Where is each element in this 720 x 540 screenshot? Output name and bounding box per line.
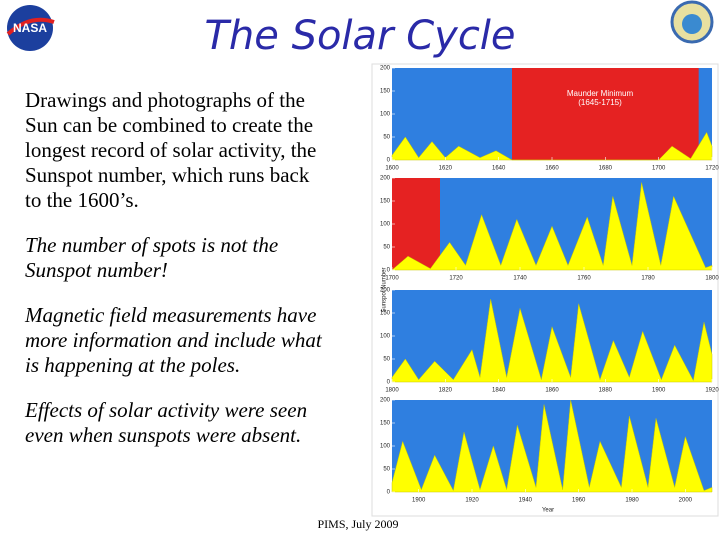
- x-axis-label: Year: [542, 508, 554, 514]
- y-axis-label: Sunspot Number: [382, 267, 388, 312]
- logo-text: NASA: [13, 21, 47, 35]
- y-tick-label: 50: [383, 245, 390, 251]
- paragraph-line: Sunspot number, which runs back: [25, 163, 310, 187]
- paragraph-line: Magnetic field measurements have: [24, 303, 316, 327]
- paragraph-line: even when sunspots were absent.: [25, 423, 301, 447]
- annotation: Maunder Minimum: [567, 89, 634, 98]
- x-tick-label: 1760: [577, 276, 591, 282]
- paragraph-line: more information and include what: [25, 328, 323, 352]
- x-tick-label: 1880: [599, 388, 613, 394]
- x-tick-label: 1940: [519, 498, 533, 504]
- slide-title: The Solar Cycle: [204, 13, 515, 59]
- logo-earth: [682, 14, 702, 34]
- x-tick-label: 1800: [385, 388, 399, 394]
- y-tick-label: 200: [380, 288, 391, 294]
- paragraph-line: Sunspot number!: [25, 258, 168, 282]
- y-tick-label: 200: [380, 398, 391, 404]
- y-tick-label: 0: [387, 490, 391, 496]
- x-tick-label: 1680: [599, 166, 613, 172]
- x-tick-label: 1820: [439, 388, 453, 394]
- x-tick-label: 2000: [679, 498, 693, 504]
- x-tick-label: 1660: [545, 166, 559, 172]
- footer: PIMS, July 2009: [317, 517, 398, 531]
- y-tick-label: 150: [380, 421, 391, 427]
- y-tick-label: 100: [380, 112, 391, 118]
- x-tick-label: 1840: [492, 388, 506, 394]
- y-tick-label: 100: [380, 334, 391, 340]
- x-tick-label: 1700: [652, 166, 666, 172]
- x-tick-label: 1900: [412, 498, 426, 504]
- paragraph-line: is happening at the poles.: [25, 353, 240, 377]
- x-tick-label: 1780: [641, 276, 655, 282]
- paragraph-line: Effects of solar activity were seen: [24, 398, 307, 422]
- paragraph-line: longest record of solar activity, the: [25, 138, 316, 162]
- y-tick-label: 150: [380, 311, 391, 317]
- x-tick-label: 1920: [465, 498, 479, 504]
- sunspot-area: [391, 399, 713, 493]
- x-tick-label: 1740: [513, 276, 527, 282]
- y-tick-label: 0: [387, 268, 391, 274]
- y-tick-label: 100: [380, 444, 391, 450]
- red-span: [512, 68, 699, 160]
- x-tick-label: 1620: [439, 166, 453, 172]
- sunspot-area: [391, 182, 713, 271]
- x-tick-label: 1640: [492, 166, 506, 172]
- y-tick-label: 0: [387, 380, 391, 386]
- x-tick-label: 1860: [545, 388, 559, 394]
- y-tick-label: 150: [380, 199, 391, 205]
- logo-swoosh: [6, 17, 55, 36]
- paragraph-line: The number of spots is not the: [25, 233, 278, 257]
- x-tick-label: 1900: [652, 388, 666, 394]
- x-tick-label: 1720: [449, 276, 463, 282]
- sunspot-area: [391, 131, 713, 161]
- y-tick-label: 200: [380, 66, 391, 72]
- right-logo: [670, 0, 714, 44]
- y-tick-label: 50: [383, 135, 390, 141]
- y-tick-label: 150: [380, 89, 391, 95]
- x-tick-label: 1920: [705, 388, 719, 394]
- paragraph-line: to the 1600’s.: [25, 188, 139, 212]
- y-tick-label: 200: [380, 176, 391, 182]
- paragraph-line: Sun can be combined to create the: [25, 113, 313, 137]
- x-tick-label: 1960: [572, 498, 586, 504]
- y-tick-label: 50: [383, 357, 390, 363]
- y-tick-label: 100: [380, 222, 391, 228]
- x-tick-label: 1980: [625, 498, 639, 504]
- nasa-logo: NASA: [6, 5, 55, 51]
- x-tick-label: 1600: [385, 166, 399, 172]
- paragraph-line: Drawings and photographs of the: [25, 88, 305, 112]
- x-tick-label: 1720: [705, 166, 719, 172]
- red-span: [392, 178, 440, 270]
- annotation-sub: (1645-1715): [578, 98, 622, 107]
- y-tick-label: 0: [387, 158, 391, 164]
- y-tick-label: 50: [383, 467, 390, 473]
- x-tick-label: 1800: [705, 276, 719, 282]
- logo-circle: [7, 5, 53, 51]
- x-tick-label: 1700: [385, 276, 399, 282]
- sunspot-area: [391, 299, 713, 383]
